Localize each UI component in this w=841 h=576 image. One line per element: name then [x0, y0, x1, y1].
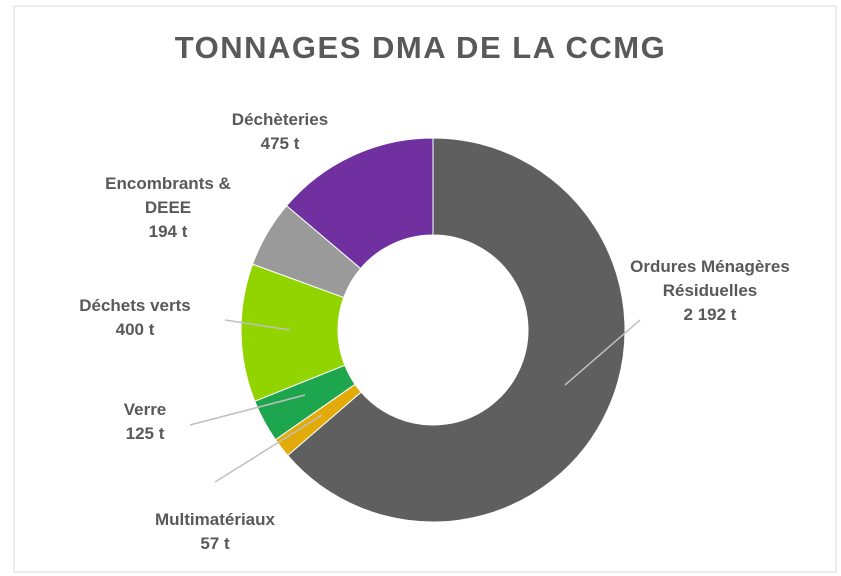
- frame: [13, 5, 837, 573]
- leader-line: [564, 319, 641, 386]
- data-label: Verre 125 t: [95, 398, 195, 446]
- category-label: Déchets verts: [79, 296, 191, 315]
- leader-line: [214, 414, 323, 483]
- data-label: Multimatériaux 57 t: [115, 508, 315, 556]
- value-label: 194 t: [148, 222, 188, 241]
- value-label: 2 192 t: [683, 305, 737, 324]
- donut-slice: [286, 137, 626, 523]
- data-label: Encombrants & DEEE 194 t: [83, 172, 253, 244]
- data-label: Déchèteries 475 t: [195, 108, 365, 156]
- donut-slice: [285, 137, 434, 270]
- category-label: Ordures Ménagères Résiduelles: [630, 257, 790, 300]
- leader-line: [189, 394, 306, 426]
- category-label: Encombrants & DEEE: [105, 174, 231, 217]
- value-label: 57 t: [200, 534, 230, 553]
- leader-line: [224, 319, 291, 331]
- value-label: 400 t: [115, 320, 155, 339]
- chart-title: TONNAGES DMA DE LA CCMG: [174, 30, 667, 65]
- category-label: Multimatériaux: [155, 510, 275, 529]
- data-label: Ordures Ménagères Résiduelles 2 192 t: [625, 255, 795, 327]
- category-label: Verre: [123, 400, 167, 419]
- category-label: Déchèteries: [231, 110, 329, 129]
- value-label: 475 t: [260, 134, 300, 153]
- data-label: Déchets verts 400 t: [50, 294, 220, 342]
- value-label: 125 t: [125, 424, 165, 443]
